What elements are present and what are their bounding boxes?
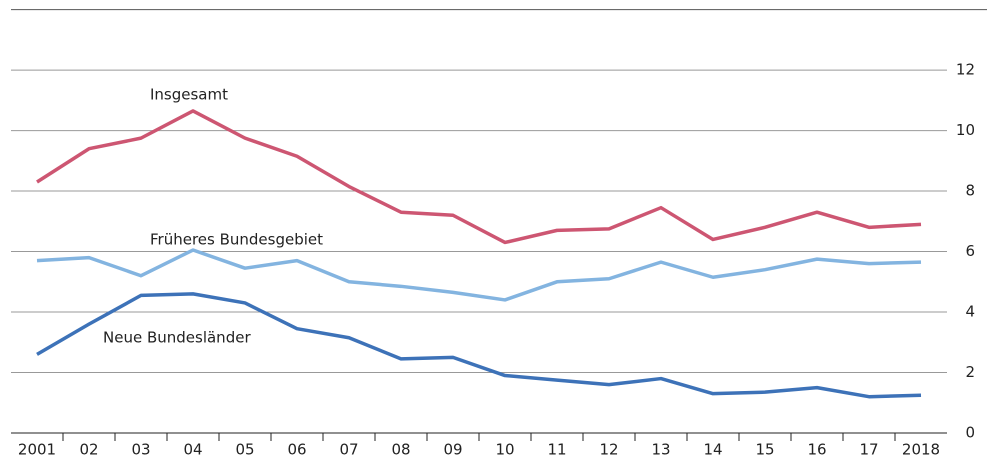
x-tick-label: 08 bbox=[391, 441, 410, 459]
x-tick-label: 05 bbox=[235, 441, 254, 459]
x-tick-label: 2018 bbox=[902, 441, 940, 459]
x-tick-label: 02 bbox=[79, 441, 98, 459]
x-tick-label: 09 bbox=[443, 441, 462, 459]
series-line bbox=[36, 292, 922, 399]
x-tick-label: 2001 bbox=[18, 441, 56, 459]
x-tick-label: 04 bbox=[183, 441, 202, 459]
x-tick-label: 16 bbox=[807, 441, 826, 459]
series-label: Neue Bundesländer bbox=[103, 329, 251, 347]
x-tick-label: 10 bbox=[495, 441, 514, 459]
y-tick-label: 6 bbox=[965, 242, 975, 260]
series-line bbox=[36, 248, 922, 302]
x-tick-label: 14 bbox=[703, 441, 722, 459]
x-tick-label: 17 bbox=[859, 441, 878, 459]
x-tick-label: 03 bbox=[131, 441, 150, 459]
series-label: Insgesamt bbox=[150, 86, 228, 104]
y-tick-label: 2 bbox=[965, 363, 975, 381]
x-tick-label: 11 bbox=[547, 441, 566, 459]
y-tick-label: 10 bbox=[956, 121, 975, 139]
y-tick-label: 12 bbox=[956, 61, 975, 79]
x-tick-label: 07 bbox=[339, 441, 358, 459]
y-tick-label: 0 bbox=[965, 424, 975, 442]
y-tick-label: 8 bbox=[965, 182, 975, 200]
series-line bbox=[36, 109, 922, 245]
series-label: Früheres Bundesgebiet bbox=[150, 231, 323, 249]
x-tick-label: 15 bbox=[755, 441, 774, 459]
y-tick-label: 4 bbox=[965, 303, 975, 321]
x-tick-label: 13 bbox=[651, 441, 670, 459]
x-tick-label: 06 bbox=[287, 441, 306, 459]
x-tick-label: 12 bbox=[599, 441, 618, 459]
